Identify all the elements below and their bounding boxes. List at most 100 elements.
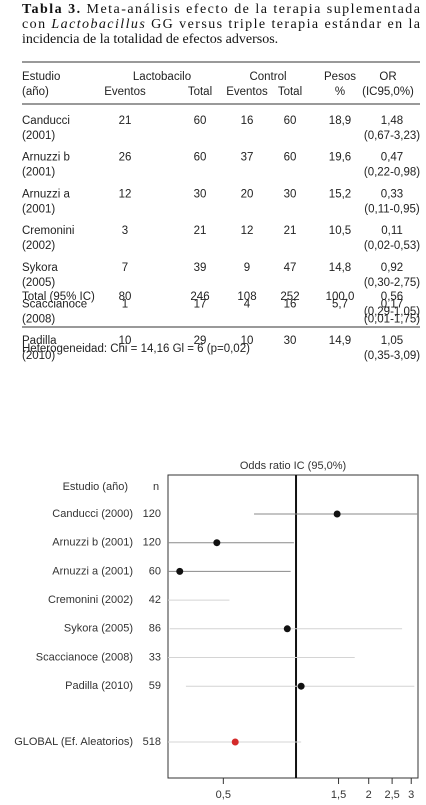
- study-label: Arnuzzi a (2001): [52, 565, 133, 577]
- study-year: (2001): [22, 130, 55, 142]
- table-header: %: [335, 86, 345, 98]
- caption-text: Lactobacillus: [50, 17, 145, 32]
- table-cell: 16: [284, 299, 297, 311]
- column-header: Estudio (año): [63, 481, 128, 493]
- caption-text: incidencia de la totalidad de efectos ad…: [22, 32, 278, 47]
- table-header: Pesos: [324, 71, 356, 83]
- n-label: 60: [149, 565, 161, 577]
- study-name: Cremonini: [22, 225, 74, 237]
- study-year: (2001): [22, 203, 55, 215]
- or-value: 0,33: [381, 188, 403, 200]
- table-cell: 9: [244, 262, 250, 274]
- x-tick-label: 2: [366, 789, 372, 801]
- table-cell: 4: [244, 299, 251, 311]
- note: Heterogeneidad: Chi = 14,16 Gl = 6 (p=0,…: [22, 343, 250, 355]
- caption-line: con Lactobacillus GG versus triple terap…: [22, 17, 421, 32]
- study-label: GLOBAL (Ef. Aleatorios): [14, 736, 133, 748]
- or-ci: (0,02-0,53): [364, 240, 420, 252]
- or-value: 0,92: [381, 262, 403, 274]
- table-cell: 14,8: [329, 262, 351, 274]
- or-value: 0,47: [381, 152, 403, 164]
- n-label: 86: [149, 623, 161, 635]
- caption-text: Meta-análisis efecto de la terapia suple…: [82, 2, 421, 17]
- table-header: (año): [22, 86, 49, 98]
- study-label: Cremonini (2002): [48, 594, 133, 606]
- study-label: Padilla (2010): [65, 680, 133, 692]
- table-cell: 60: [194, 152, 207, 164]
- table-cell: 30: [284, 335, 297, 347]
- column-header: n: [153, 481, 159, 493]
- table-cell: 108: [237, 291, 256, 303]
- table-cell: 16: [241, 115, 254, 127]
- table-cell: 1: [122, 299, 128, 311]
- or-value: 0,56: [381, 291, 403, 303]
- study-year: (2008): [22, 314, 55, 326]
- study-name: Arnuzzi b: [22, 152, 70, 164]
- study-label: Scaccianoce (2008): [36, 651, 133, 663]
- table-cell: 18,9: [329, 115, 351, 127]
- table-cell: 39: [194, 262, 207, 274]
- n-label: 42: [149, 594, 161, 606]
- table-cell: 30: [194, 188, 207, 200]
- study-label: Arnuzzi b (2001): [52, 537, 133, 549]
- table-cell: 21: [194, 225, 207, 237]
- chart-title: Odds ratio IC (95,0%): [240, 460, 346, 472]
- n-label: 120: [143, 537, 161, 549]
- x-tick-label: 2,5: [384, 789, 399, 801]
- or-value: 1,48: [381, 115, 403, 127]
- table-cell: 10: [241, 335, 254, 347]
- table-header: Eventos: [104, 86, 146, 98]
- n-label: 518: [143, 736, 161, 748]
- caption-line: Tabla 3. Meta-análisis efecto de la tera…: [22, 2, 421, 17]
- table-header: (IC95,0%): [362, 86, 414, 98]
- n-label: 33: [149, 651, 161, 663]
- x-tick-label: 3: [408, 789, 414, 801]
- or-ci: (0,35-3,09): [364, 350, 420, 362]
- table-cell: 47: [284, 262, 297, 274]
- caption-text: con: [22, 17, 50, 32]
- table-cell: 26: [119, 152, 132, 164]
- table-header: Lactobacilo: [133, 71, 191, 83]
- table-cell: 60: [284, 152, 297, 164]
- or-ci: (0,01-1,75): [364, 314, 420, 326]
- study-year: (2001): [22, 167, 55, 179]
- study-year: (2002): [22, 240, 55, 252]
- table-cell: 17: [194, 299, 207, 311]
- table-cell: 14,9: [329, 335, 351, 347]
- table-cell: 21: [119, 115, 132, 127]
- n-label: 59: [149, 680, 161, 692]
- study-name: Arnuzzi a: [22, 188, 71, 200]
- or-ci: (0,11-0,95): [364, 203, 420, 215]
- table-cell: 30: [284, 188, 297, 200]
- odds-ratio-point: [297, 682, 305, 690]
- table-cell: 60: [284, 115, 297, 127]
- study-year: (2010): [22, 350, 55, 362]
- table-header: OR: [379, 71, 396, 83]
- caption-text: Tabla 3.: [22, 2, 80, 17]
- study-name: Sykora: [22, 262, 58, 274]
- x-tick-label: 1,5: [331, 789, 346, 801]
- x-tick-label: 0,5: [216, 789, 231, 801]
- odds-ratio-point: [213, 539, 221, 547]
- table-cell: 19,6: [329, 152, 351, 164]
- table-cell: 246: [190, 291, 209, 303]
- table-cell: 12: [119, 188, 132, 200]
- or-value: 0,17: [381, 299, 403, 311]
- table-cell: 15,2: [329, 188, 351, 200]
- study-name: Scaccianoce: [22, 299, 87, 311]
- table-header: Control: [249, 71, 286, 83]
- table-cell: 5,7: [332, 299, 348, 311]
- odds-ratio-point: [283, 625, 291, 633]
- or-value: 1,05: [381, 335, 403, 347]
- study-label: Sykora (2005): [64, 623, 133, 635]
- table-cell: 12: [241, 225, 254, 237]
- odds-ratio-point: [231, 738, 239, 746]
- table-header: Eventos: [226, 86, 268, 98]
- table-cell: 10,5: [329, 225, 351, 237]
- table-header: Total: [278, 86, 302, 98]
- caption-line: incidencia de la totalidad de efectos ad…: [22, 32, 278, 47]
- table-cell: 21: [284, 225, 297, 237]
- or-ci: (0,30-2,75): [364, 277, 420, 289]
- or-ci: (0,67-3,23): [364, 130, 420, 142]
